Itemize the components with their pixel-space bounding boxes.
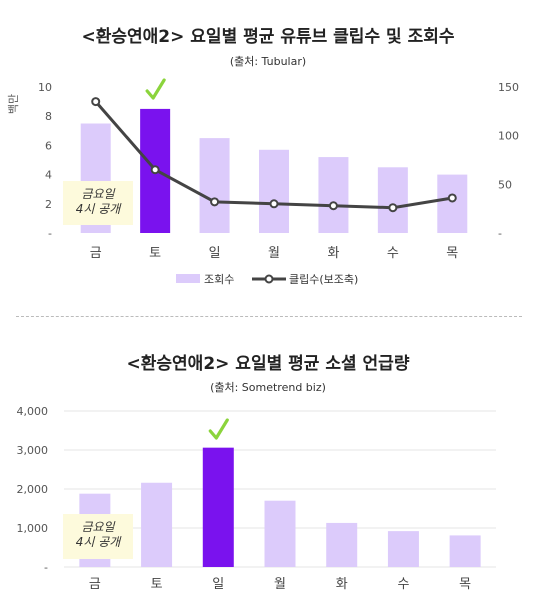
chart2-ytick-2: 2,000 xyxy=(17,483,49,496)
chart2-xtick-2: 일 xyxy=(212,577,224,592)
section-divider xyxy=(16,316,522,317)
chart2-check-icon xyxy=(208,418,229,440)
chart2-xtick-5: 수 xyxy=(397,577,409,592)
chart2-xtick-3: 월 xyxy=(274,577,286,592)
chart2-bar-4 xyxy=(326,522,358,567)
chart2-bar-2 xyxy=(202,447,234,567)
chart2-note-line-1: 4시 공개 xyxy=(76,535,123,549)
chart1-ytick-0: - xyxy=(48,227,52,240)
chart1-line-point-5 xyxy=(388,203,398,213)
chart2-bar-1 xyxy=(141,482,173,567)
chart1-line-point-1 xyxy=(150,165,160,175)
chart1-legend-line-marker xyxy=(264,274,274,284)
chart1-note-box xyxy=(63,181,133,225)
chart1-y2tick-0: - xyxy=(498,227,502,240)
chart1-bar-6 xyxy=(437,174,468,233)
chart2-bar-5 xyxy=(387,531,419,567)
chart1-xtick-2: 일 xyxy=(209,246,221,261)
chart1-ytick-2: 4 xyxy=(45,169,52,182)
chart1-line-point-3 xyxy=(269,199,279,209)
chart2-note-line-0: 금요일 xyxy=(81,520,115,534)
chart2-bar-3 xyxy=(264,500,296,567)
chart1-legend-bar-swatch xyxy=(176,274,200,283)
chart2-ytick-3: 3,000 xyxy=(17,444,49,457)
chart2-ytick-1: 1,000 xyxy=(17,522,49,535)
chart1-xtick-6: 목 xyxy=(446,246,458,261)
chart1-ytick-4: 8 xyxy=(45,110,52,123)
chart2-xtick-1: 토 xyxy=(151,577,163,592)
chart1-ytick-1: 2 xyxy=(45,198,52,211)
chart1-bar-2 xyxy=(199,138,230,233)
chart1-bar-5 xyxy=(377,167,408,233)
chart1-ytick-5: 10 xyxy=(38,81,52,94)
chart1-xtick-3: 월 xyxy=(268,246,280,261)
chart2-ytick-4: 4,000 xyxy=(17,405,49,418)
chart1-note-line-0: 금요일 xyxy=(81,187,115,201)
chart1-note-line-1: 4시 공개 xyxy=(76,202,123,216)
chart2-note-box xyxy=(63,514,133,559)
chart1-ytick-3: 6 xyxy=(45,139,52,152)
chart1-line-point-6 xyxy=(447,193,457,203)
chart1-legend-line-label: 클립수(보조축) xyxy=(289,273,358,286)
chart1-line-point-0 xyxy=(91,97,101,107)
chart1-title: <환승연애2> 요일별 평균 유튜브 클립수 및 조회수 xyxy=(81,27,455,47)
chart2-xtick-0: 금 xyxy=(89,577,101,592)
chart2-title: <환승연애2> 요일별 평균 소셜 언급량 xyxy=(126,354,410,374)
chart1-xtick-0: 금 xyxy=(90,246,102,261)
chart1-line-point-2 xyxy=(210,197,220,207)
chart1-bar-3 xyxy=(259,149,289,233)
chart1-y2tick-1: 50 xyxy=(498,178,512,191)
chart1-legend-bar-label: 조회수 xyxy=(204,273,234,286)
chart1-xtick-4: 화 xyxy=(327,246,339,261)
chart2-xtick-6: 목 xyxy=(459,577,471,592)
chart1-xtick-1: 토 xyxy=(149,246,161,261)
chart1-y2tick-3: 150 xyxy=(498,81,519,94)
chart1-xtick-5: 수 xyxy=(387,246,399,261)
chart2-source: (출처: Sometrend biz) xyxy=(210,381,326,394)
chart1-y2tick-2: 100 xyxy=(498,130,519,143)
chart1-ylabel: 백만 xyxy=(7,94,20,114)
chart1-bar-4 xyxy=(318,157,349,233)
chart2-ytick-0: - xyxy=(44,561,48,574)
chart1-check-icon xyxy=(145,78,166,100)
chart2-bar-6 xyxy=(449,535,481,567)
chart1-line-point-4 xyxy=(328,201,338,211)
chart1-source: (출처: Tubular) xyxy=(229,55,307,68)
chart2-xtick-4: 화 xyxy=(336,577,348,592)
